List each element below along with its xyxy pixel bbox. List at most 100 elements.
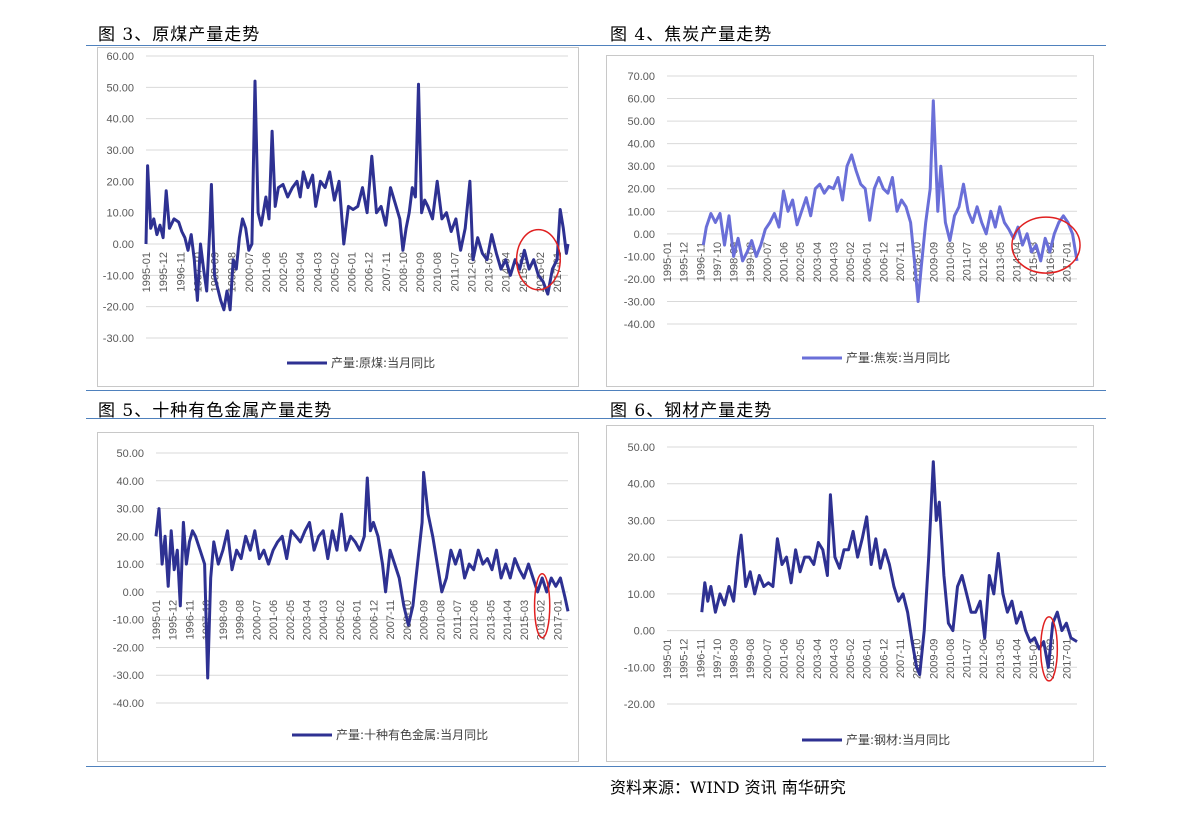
y-tick-label: -10.00	[113, 615, 144, 627]
x-tick-label: 2005-02	[329, 252, 341, 292]
y-tick-label: 0.00	[123, 587, 144, 599]
x-tick-label: 1995-01	[662, 242, 674, 282]
x-tick-label: 1996-11	[695, 639, 707, 679]
y-tick-label: 60.00	[627, 94, 655, 106]
y-tick-label: -10.00	[624, 662, 655, 674]
x-tick-label: 1999-08	[745, 639, 757, 679]
x-tick-label: 2009-09	[419, 600, 431, 640]
y-tick-label: -30.00	[624, 296, 655, 308]
x-tick-label: 1995-12	[679, 242, 691, 282]
y-tick-label: 20.00	[106, 176, 134, 188]
x-tick-label: 1998-09	[218, 600, 230, 640]
x-tick-label: 2014-04	[501, 252, 513, 292]
x-tick-label: 1999-08	[745, 242, 757, 282]
chart-steel: 50.00 40.00 30.00 20.00 10.00 0.00 -10.00 -20.0…	[624, 442, 1078, 747]
series-line	[700, 460, 1078, 677]
annotation-circle	[1039, 616, 1059, 682]
x-tick-label: 1995-12	[168, 600, 180, 640]
x-tick-label: 2004-03	[312, 252, 324, 292]
x-tick-label: 2014-04	[1011, 639, 1023, 679]
y-tick-label: 50.00	[627, 442, 655, 454]
x-tick-label: 2006-01	[352, 600, 364, 640]
x-tick-label: 2009-09	[928, 242, 940, 282]
chart-panel-coal: 60.00 50.00 40.00 30.00 20.00 10.00 0.00 -10.00…	[97, 47, 579, 387]
x-tick-label: 2012-06	[978, 242, 990, 282]
legend-label: 产量:焦炭:当月同比	[846, 351, 950, 365]
y-tick-label: 20.00	[627, 552, 655, 564]
y-tick-label: 10.00	[627, 206, 655, 218]
y-tick-label: -10.00	[624, 251, 655, 263]
x-tick-label: 1996-11	[175, 252, 187, 292]
y-tick-label: -20.00	[113, 642, 144, 654]
x-tick-label: 1995-12	[158, 252, 170, 292]
x-tick-label: 2003-04	[812, 242, 824, 282]
y-tick-label: 20.00	[627, 184, 655, 196]
x-tick-label: 1995-12	[679, 639, 691, 679]
x-tick-label: 2017-01	[1061, 639, 1073, 679]
x-tick-label: 2001-06	[778, 639, 790, 679]
legend-label: 产量:原煤:当月同比	[331, 356, 435, 370]
y-tick-label: 30.00	[116, 504, 144, 516]
y-tick-label: 30.00	[627, 161, 655, 173]
x-tick-label: 2015-03	[1028, 639, 1040, 679]
series-line	[144, 79, 570, 312]
x-tick-label: 2005-02	[335, 600, 347, 640]
x-tick-label: 2003-04	[295, 252, 307, 292]
x-tick-label: 2009-09	[928, 639, 940, 679]
x-tick-label: 1996-11	[184, 600, 196, 640]
x-tick-label: 2008-10	[398, 252, 410, 292]
y-tick-label: 40.00	[627, 479, 655, 491]
x-tick-label: 2002-05	[278, 252, 290, 292]
y-tick-label: 0.00	[113, 239, 134, 251]
x-tick-label: 1996-11	[695, 242, 707, 282]
x-tick-label: 2013-05	[485, 600, 497, 640]
y-tick-label: 50.00	[627, 116, 655, 128]
x-tick-label: 2006-01	[347, 252, 359, 292]
x-tick-label: 2006-12	[364, 252, 376, 292]
figure-5-title: 图 5、十种有色金属产量走势	[98, 401, 333, 421]
x-tick-label: 2006-01	[862, 242, 874, 282]
x-tick-label: 2002-05	[795, 242, 807, 282]
y-tick-label: -20.00	[624, 699, 655, 711]
x-tick-label: 2011-07	[962, 639, 974, 679]
x-tick-label: 2011-07	[962, 242, 974, 282]
legend-label: 产量:十种有色金属:当月同比	[336, 727, 488, 742]
figure-3-title: 图 3、原煤产量走势	[98, 25, 261, 45]
x-tick-label: 2001-06	[268, 600, 280, 640]
x-tick-label: 2010-08	[945, 242, 957, 282]
figure-6-title: 图 6、钢材产量走势	[610, 401, 773, 421]
chart-coke: 70.00 60.00 50.00 40.00 30.00 20.00 10.00 0.00 -…	[624, 71, 1081, 365]
x-tick-label: 2013-05	[484, 252, 496, 292]
y-tick-label: -40.00	[624, 319, 655, 331]
x-tick-label: 2017-01	[1061, 242, 1073, 282]
legend-label: 产量:钢材:当月同比	[846, 733, 950, 747]
y-tick-label: 0.00	[634, 626, 655, 638]
x-tick-label: 2001-06	[261, 252, 273, 292]
header-rule-middle-2	[86, 418, 1106, 419]
y-tick-label: -20.00	[624, 274, 655, 286]
x-tick-label: 2000-07	[251, 600, 263, 640]
annotation-circle	[1011, 216, 1081, 274]
x-tick-label: 2017-01	[552, 600, 564, 640]
x-tick-label: 2005-02	[845, 242, 857, 282]
y-tick-label: 50.00	[116, 448, 144, 460]
x-tick-label: 1997-10	[712, 242, 724, 282]
x-tick-label: 2012-06	[978, 639, 990, 679]
x-tick-label: 2006-12	[878, 242, 890, 282]
x-tick-label: 2007-11	[895, 242, 907, 282]
y-tick-label: 10.00	[116, 559, 144, 571]
x-tick-label: 2013-05	[995, 639, 1007, 679]
x-tick-label: 2016-02	[536, 600, 548, 640]
y-tick-label: 50.00	[106, 82, 134, 94]
y-tick-label: 30.00	[106, 145, 134, 157]
x-tick-label: 2009-09	[415, 252, 427, 292]
x-tick-label: 2004-03	[828, 242, 840, 282]
x-tick-label: 2011-07	[449, 252, 461, 292]
x-tick-label: 2014-04	[502, 600, 514, 640]
x-tick-label: 2000-07	[762, 639, 774, 679]
x-tick-label: 1997-10	[712, 639, 724, 679]
x-tick-label: 1995-01	[151, 600, 163, 640]
x-tick-label: 2003-04	[812, 639, 824, 679]
y-tick-label: 30.00	[627, 515, 655, 527]
chart-coal: 60.00 50.00 40.00 30.00 20.00 10.00 0.00 -10.00…	[103, 51, 570, 370]
